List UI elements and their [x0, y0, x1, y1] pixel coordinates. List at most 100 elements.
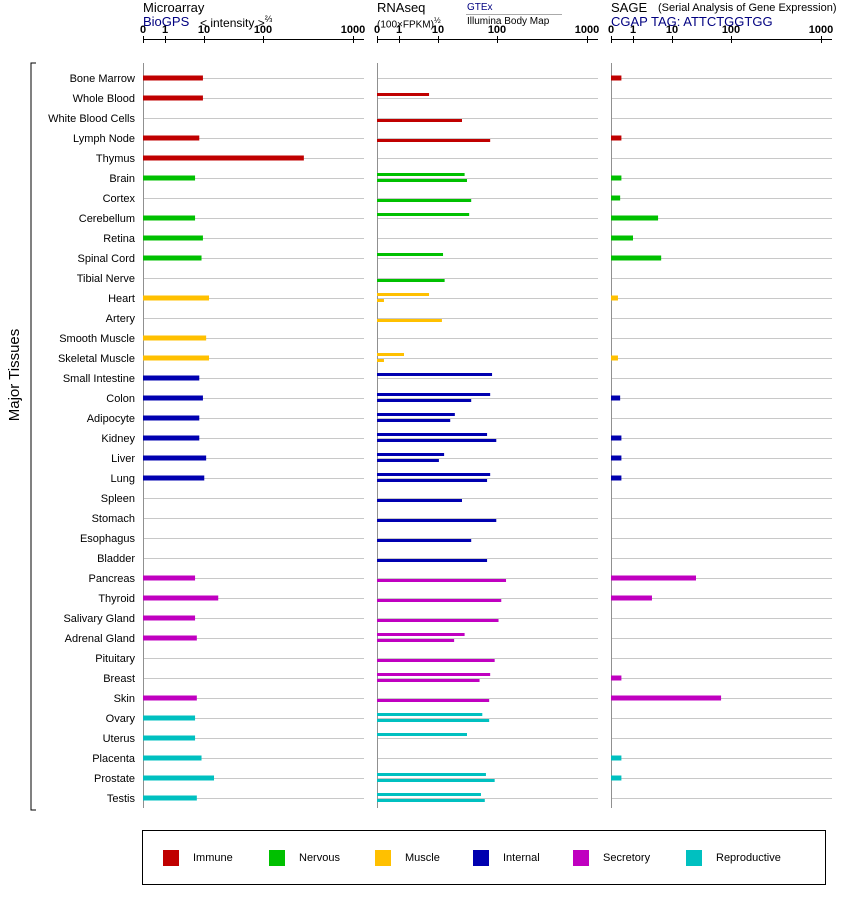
tick-label: 1 — [396, 24, 402, 36]
bar-sage — [611, 215, 659, 221]
bar-sage — [611, 755, 622, 761]
tissue-label: Lymph Node — [73, 133, 135, 145]
tissue-label: Skeletal Muscle — [58, 353, 135, 365]
tissue-label: Adrenal Gland — [65, 633, 135, 645]
bar-sage — [611, 455, 622, 461]
bar-rnaseq — [377, 393, 491, 396]
tick-label: 0 — [608, 24, 614, 36]
bar-rnaseq — [377, 179, 467, 182]
tick-label: 100 — [722, 24, 740, 36]
tick-label: 1 — [162, 24, 168, 36]
tissue-label: Whole Blood — [73, 93, 135, 105]
bar-sage — [611, 295, 618, 301]
legend: Immune Nervous Muscle Internal Secretory Repr… — [142, 830, 826, 885]
tissue-label: Smooth Muscle — [59, 333, 135, 345]
bar-rnaseq — [377, 799, 485, 802]
microarray-source: BioGPS — [143, 14, 190, 29]
tick-label: 1 — [630, 24, 636, 36]
tissue-label: Esophagus — [80, 533, 136, 545]
sage-title: SAGE — [611, 0, 648, 15]
tissue-label: Spleen — [101, 493, 135, 505]
tissue-label: Spinal Cord — [78, 253, 135, 265]
bar-rnaseq — [377, 173, 465, 176]
tissue-label: Lung — [111, 473, 135, 485]
bar-rnaseq — [377, 699, 490, 702]
bar-rnaseq — [377, 473, 491, 476]
tissue-label: Artery — [106, 313, 136, 325]
bar-sage — [611, 235, 633, 241]
bar-microarray — [143, 735, 196, 741]
tissue-bracket: Major Tissues — [6, 62, 36, 811]
tissue-label: Colon — [106, 393, 135, 405]
tick-label: 10 — [432, 24, 444, 36]
microarray-unit-text: < intensity > — [200, 16, 265, 30]
bar-rnaseq — [377, 359, 384, 362]
bar-rnaseq — [377, 559, 488, 562]
bar-rnaseq — [377, 199, 472, 202]
bar-rnaseq — [377, 579, 507, 582]
tissue-label: Ovary — [106, 713, 136, 725]
bar-sage — [611, 575, 696, 581]
tissue-label: Bone Marrow — [70, 73, 135, 85]
bar-rnaseq — [377, 419, 451, 422]
tissue-label: Small Intestine — [63, 373, 135, 385]
bars — [143, 75, 722, 802]
bar-microarray — [143, 255, 202, 261]
bar-microarray — [143, 415, 200, 421]
legend-swatch — [686, 850, 702, 866]
bar-rnaseq — [377, 519, 497, 522]
bar-rnaseq — [377, 633, 465, 636]
bar-microarray — [143, 235, 203, 241]
bar-sage — [611, 695, 722, 701]
grid-lines — [143, 78, 832, 799]
legend-label: Internal — [503, 852, 540, 864]
tissue-label: Cerebellum — [79, 213, 135, 225]
tick-label: 10 — [666, 24, 678, 36]
tick-label: 0 — [140, 24, 146, 36]
bar-rnaseq — [377, 399, 472, 402]
bar-rnaseq — [377, 439, 497, 442]
legend-label: Immune — [193, 852, 233, 864]
bar-rnaseq — [377, 619, 499, 622]
rnaseq-unit-exponent: ½ — [433, 16, 441, 25]
bar-rnaseq — [377, 679, 480, 682]
bar-microarray — [143, 795, 197, 801]
tissue-label: Salivary Gland — [63, 613, 135, 625]
sage-tag: CGAP TAG: ATTCTGGTGG — [611, 14, 773, 29]
tissue-label: Thyroid — [98, 593, 135, 605]
bar-rnaseq — [377, 499, 462, 502]
bar-rnaseq — [377, 539, 472, 542]
bar-microarray — [143, 375, 200, 381]
bar-rnaseq — [377, 413, 455, 416]
bar-rnaseq — [377, 773, 486, 776]
bar-microarray — [143, 575, 196, 581]
legend-swatch — [573, 850, 589, 866]
bar-microarray — [143, 215, 196, 221]
tick-label: 0 — [374, 24, 380, 36]
bar-microarray — [143, 395, 203, 401]
tissue-label: Placenta — [92, 753, 136, 765]
bar-sage — [611, 355, 618, 361]
bar-microarray — [143, 175, 196, 181]
bar-rnaseq — [377, 293, 430, 296]
bar-microarray — [143, 775, 215, 781]
bar-microarray — [143, 455, 207, 461]
tissue-label: Heart — [108, 293, 135, 305]
bar-sage — [611, 175, 622, 181]
bar-rnaseq — [377, 659, 495, 662]
bar-microarray — [143, 75, 203, 81]
tissue-label: Tibial Nerve — [77, 273, 135, 285]
tissue-label: Pituitary — [95, 653, 135, 665]
bar-rnaseq — [377, 793, 481, 796]
bar-microarray — [143, 475, 205, 481]
rnaseq-unit: (100×FPKM)½ — [377, 16, 441, 30]
bar-rnaseq — [377, 319, 442, 322]
rnaseq-title: RNAseq — [377, 0, 426, 15]
bar-microarray — [143, 295, 210, 301]
bar-rnaseq — [377, 733, 467, 736]
tissue-label: Retina — [103, 233, 136, 245]
legend-label: Muscle — [405, 852, 440, 864]
legend-label: Secretory — [603, 852, 651, 864]
tissue-label: Cortex — [103, 193, 136, 205]
